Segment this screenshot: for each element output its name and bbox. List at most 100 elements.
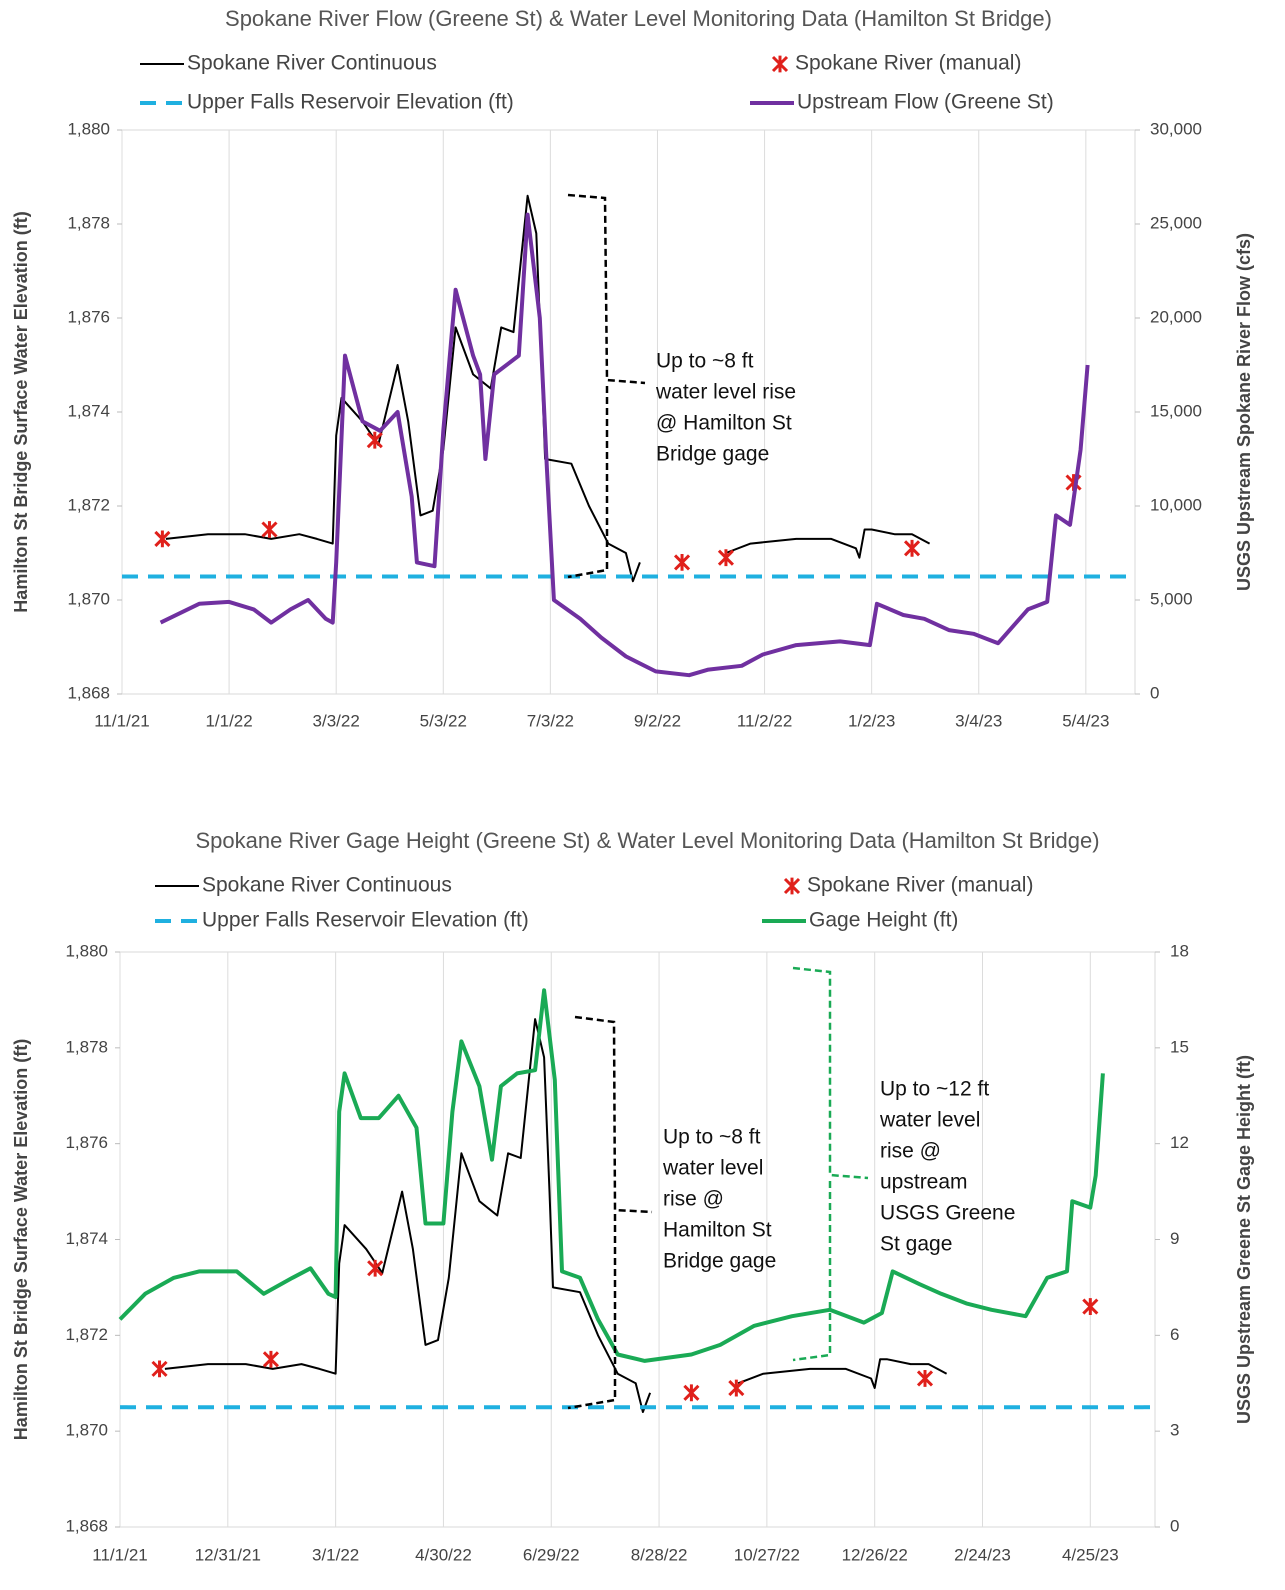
y-tick-label: 1,880: [67, 119, 110, 138]
chart-title: Spokane River Flow (Greene St) & Water L…: [225, 6, 1052, 31]
annotation-text: water level rise: [655, 381, 796, 404]
x-tick-label: 10/27/22: [734, 1545, 800, 1564]
annotation-text: Up to ~12 ft: [880, 1078, 989, 1101]
manual-marker: [717, 549, 734, 567]
y2-tick-label: 15: [1170, 1037, 1189, 1056]
annotation-bracket: [567, 1015, 653, 1410]
annotation-text: Bridge gage: [656, 443, 769, 466]
y-axis-label: Hamilton St Bridge Surface Water Elevati…: [11, 1039, 31, 1440]
manual-marker: [366, 431, 383, 449]
y-tick-label: 1,868: [67, 683, 110, 702]
y-tick-label: 1,878: [67, 213, 110, 232]
y-tick-label: 1,876: [67, 307, 110, 326]
annotation-bracket: [567, 193, 646, 579]
annotation-text: @ Hamilton St: [656, 412, 792, 435]
y2-tick-label: 10,000: [1150, 495, 1202, 514]
annotation-text: water level: [662, 1157, 763, 1180]
x-tick-label: 3/1/22: [312, 1545, 359, 1564]
y2-tick-label: 15,000: [1150, 401, 1202, 420]
legend-label: Spokane River Continuous: [202, 874, 452, 897]
annotation-bracket: [792, 966, 869, 1362]
plot-area: [121, 129, 1136, 695]
y2-tick-label: 25,000: [1150, 213, 1202, 232]
x-tick-label: 12/26/22: [842, 1545, 908, 1564]
manual-marker: [683, 1384, 700, 1402]
x-tick-label: 2/24/23: [954, 1545, 1011, 1564]
series-line: [159, 212, 1090, 678]
y-tick-label: 1,872: [67, 495, 110, 514]
y2-tick-label: 3: [1170, 1421, 1179, 1440]
y-tick-label: 1,874: [65, 1229, 108, 1248]
legend-label: Gage Height (ft): [809, 909, 958, 932]
y2-tick-label: 12: [1170, 1133, 1189, 1152]
annotation-text: Hamilton St: [663, 1219, 772, 1242]
manual-marker: [1082, 1298, 1099, 1315]
manual-marker: [154, 530, 171, 548]
y-tick-label: 1,874: [67, 401, 110, 420]
annotation-text: St gage: [880, 1233, 952, 1256]
x-tick-label: 1/2/23: [848, 711, 895, 730]
manual-marker: [151, 1360, 168, 1378]
y-tick-label: 1,878: [65, 1037, 108, 1056]
x-tick-label: 11/1/21: [92, 1545, 147, 1564]
annotation-text: rise @: [880, 1140, 941, 1163]
legend-label: Spokane River (manual): [795, 52, 1021, 75]
chart: Spokane River Flow (Greene St) & Water L…: [11, 6, 1254, 731]
annotation-text: Up to ~8 ft: [663, 1126, 761, 1149]
y-tick-label: 1,876: [65, 1133, 108, 1152]
y-axis-label: Hamilton St Bridge Surface Water Elevati…: [11, 211, 31, 612]
x-tick-label: 4/25/23: [1062, 1545, 1119, 1564]
y2-axis-label: USGS Upstream Greene St Gage Height (ft): [1234, 1055, 1254, 1424]
x-tick-label: 3/4/23: [955, 711, 1002, 730]
series-line: [118, 988, 1105, 1363]
x-tick-label: 5/3/22: [420, 711, 467, 730]
legend-label: Spokane River (manual): [807, 874, 1033, 897]
y2-tick-label: 0: [1170, 1516, 1179, 1535]
annotation-text: water level: [879, 1109, 980, 1132]
y-tick-label: 1,872: [65, 1325, 108, 1344]
y2-tick-label: 5,000: [1150, 589, 1193, 608]
y2-tick-label: 6: [1170, 1325, 1179, 1344]
manual-marker: [367, 1259, 384, 1277]
manual-marker: [673, 554, 691, 571]
x-tick-label: 11/1/21: [94, 711, 149, 730]
manual-marker: [261, 521, 278, 538]
x-tick-label: 12/31/21: [195, 1545, 261, 1564]
x-tick-label: 8/28/22: [631, 1545, 688, 1564]
y-tick-label: 1,868: [65, 1516, 108, 1535]
y2-tick-label: 18: [1170, 941, 1189, 960]
manual-marker: [728, 1379, 745, 1397]
annotation-text: Up to ~8 ft: [656, 350, 754, 373]
x-tick-label: 1/1/22: [205, 711, 252, 730]
x-tick-label: 9/2/22: [634, 711, 681, 730]
y2-tick-label: 9: [1170, 1229, 1179, 1248]
y2-tick-label: 30,000: [1150, 119, 1202, 138]
y2-tick-label: 0: [1150, 683, 1159, 702]
series-line: [164, 1018, 948, 1413]
manual-marker: [916, 1370, 934, 1387]
chart-title: Spokane River Gage Height (Greene St) & …: [195, 828, 1099, 853]
y2-tick-label: 20,000: [1150, 307, 1202, 326]
plot-area: [119, 951, 1156, 1528]
legend-label: Upper Falls Reservoir Elevation (ft): [187, 91, 514, 114]
legend-swatch: [771, 55, 789, 73]
chart: Spokane River Gage Height (Greene St) & …: [11, 828, 1254, 1565]
y-tick-label: 1,870: [65, 1421, 108, 1440]
x-tick-label: 7/3/22: [527, 711, 574, 730]
x-tick-label: 5/4/23: [1062, 711, 1109, 730]
series-line: [165, 194, 931, 583]
x-tick-label: 6/29/22: [523, 1545, 580, 1564]
x-tick-label: 4/30/22: [415, 1545, 472, 1564]
x-tick-label: 11/2/22: [737, 711, 792, 730]
annotation-text: upstream: [880, 1171, 968, 1194]
y-tick-label: 1,880: [65, 941, 108, 960]
legend-swatch: [783, 877, 801, 895]
y2-axis-label: USGS Upstream Spokane River Flow (cfs): [1234, 233, 1254, 591]
manual-marker: [262, 1350, 279, 1368]
annotation-text: Bridge gage: [663, 1250, 776, 1273]
manual-marker: [903, 539, 921, 557]
x-tick-label: 3/3/22: [313, 711, 360, 730]
y-tick-label: 1,870: [67, 589, 110, 608]
legend-label: Upper Falls Reservoir Elevation (ft): [202, 909, 529, 932]
